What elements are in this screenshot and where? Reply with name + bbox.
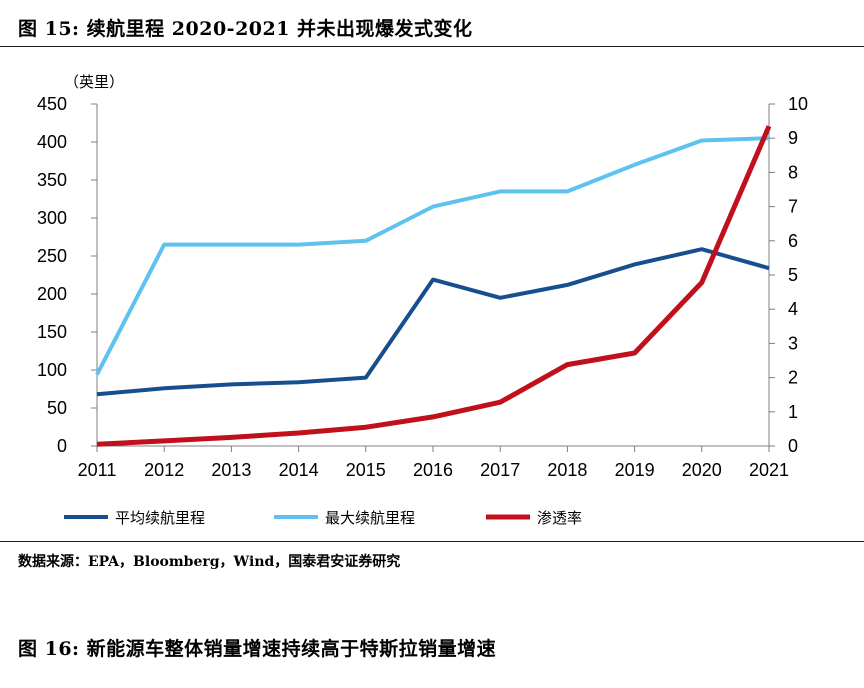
x-tick-label: 2018 [547, 460, 587, 480]
chart-axes: 0 50 100 150 200 250 300 350 400 450 0 1 2 3 4 5 6 7 8 9 10 2… [37, 94, 808, 480]
y-left-tick-label: 200 [37, 284, 67, 304]
title-rule [0, 46, 864, 47]
x-tick-label: 2013 [211, 460, 251, 480]
source-note: 数据来源：EPA，Bloomberg，Wind，国泰君安证券研究 [18, 554, 401, 570]
x-tick-label: 2015 [346, 460, 386, 480]
x-tick-label: 2014 [279, 460, 319, 480]
x-tick-label: 2016 [413, 460, 453, 480]
next-figure-title: 图 16: 新能源车整体销量增速持续高于特斯拉销量增速 [18, 638, 497, 660]
series-penetration-line [96, 125, 772, 447]
y-right-tick-label: 4 [788, 299, 798, 319]
figure-title: 图 15: 续航里程 2020-2021 并未出现爆发式变化 [18, 18, 473, 40]
source-rule [0, 541, 864, 542]
y-right-tick-label: 0 [788, 436, 798, 456]
y-left-tick-label: 100 [37, 360, 67, 380]
y-right-tick-label: 3 [788, 333, 798, 353]
chart-legend: 平均续航里程 最大续航里程 渗透率 [64, 509, 582, 527]
legend-label: 渗透率 [537, 509, 582, 527]
y-left-tick-label: 350 [37, 170, 67, 190]
chart-series [95, 125, 772, 447]
legend-label: 平均续航里程 [115, 509, 205, 527]
y-unit-label: （英里） [64, 73, 124, 91]
y-right-tick-label: 8 [788, 162, 798, 182]
y-right-tick-label: 7 [788, 197, 798, 217]
y-right-tick-label: 5 [788, 265, 798, 285]
y-left-tick-label: 450 [37, 94, 67, 114]
y-left-tick-label: 0 [57, 436, 67, 456]
y-right-tick-label: 6 [788, 231, 798, 251]
x-tick-label: 2012 [144, 460, 184, 480]
y-left-tick-label: 400 [37, 132, 67, 152]
y-left-tick-label: 150 [37, 322, 67, 342]
y-right-tick-label: 10 [788, 94, 808, 114]
legend-label: 最大续航里程 [325, 509, 415, 527]
x-tick-label: 2019 [615, 460, 655, 480]
x-tick-label: 2011 [78, 460, 117, 480]
x-tick-label: 2020 [682, 460, 722, 480]
line-chart: （英里） 0 50 100 150 200 250 300 350 400 450 0 1 2 3 4 5 6 7… [37, 73, 808, 527]
x-tick-label: 2021 [749, 460, 789, 480]
y-left-tick-label: 50 [47, 398, 67, 418]
y-left-tick-label: 250 [37, 246, 67, 266]
y-right-tick-label: 2 [788, 368, 798, 388]
x-tick-label: 2017 [480, 460, 520, 480]
y-right-tick-label: 9 [788, 128, 798, 148]
series-max-range-line [95, 136, 770, 376]
y-right-tick-label: 1 [788, 402, 798, 422]
series-avg-range-line [96, 247, 770, 397]
y-left-tick-label: 300 [37, 208, 67, 228]
